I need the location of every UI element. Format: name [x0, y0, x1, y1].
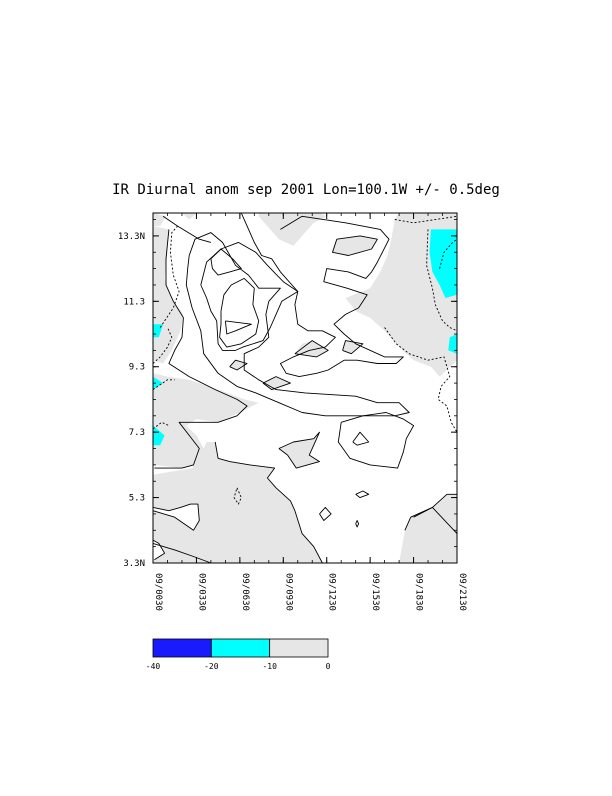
contour-line-24 — [413, 506, 458, 534]
dashed-contour-31 — [426, 229, 458, 332]
contour-line-2 — [185, 232, 410, 417]
contour-line-19 — [152, 503, 200, 531]
shaded-region-18 — [153, 425, 165, 446]
contour-line-16 — [355, 490, 370, 499]
colorbar-label: -10 — [262, 662, 277, 671]
axes: 3.3N 5.3 7.3 9.3 11.3 13.3N 09/0030 09/0330 09/0… — [118, 213, 467, 611]
contour-line-1 — [154, 229, 248, 469]
dashed-contour-32 — [384, 327, 458, 433]
shaded-region-15 — [448, 334, 457, 354]
colorbar-swatch-1 — [210, 638, 271, 658]
y-tick-label: 9.3 — [129, 363, 145, 373]
x-tick-label: 09/0030 — [153, 573, 163, 611]
dashed-contour-28 — [152, 421, 170, 430]
dashed-contour-33 — [439, 238, 458, 269]
x-tick-label: 09/0930 — [283, 573, 293, 611]
x-tick-label: 09/0630 — [240, 573, 250, 611]
contour-line-6 — [224, 320, 252, 335]
x-tick-label: 09/2130 — [457, 573, 467, 611]
dashed-contour-29 — [233, 487, 242, 505]
contour-line-12 — [229, 359, 248, 371]
contour-lines — [152, 212, 458, 564]
chart-title: IR Diurnal anom sep 2001 Lon=100.1W +/- … — [112, 182, 500, 198]
colorbar: -40 -20 -10 0 — [146, 638, 331, 671]
colorbar-swatch-2 — [269, 638, 329, 658]
shaded-region-8 — [278, 432, 320, 469]
shaded-region-0 — [153, 213, 166, 227]
x-tick-label: 09/1530 — [370, 573, 380, 611]
x-tick-label: 09/0330 — [196, 573, 206, 611]
contour-line-4 — [219, 277, 260, 348]
contour-line-20 — [152, 539, 166, 561]
shaded-region-7 — [399, 494, 457, 563]
shaded-region-2 — [258, 213, 327, 246]
contour-line-7 — [240, 212, 404, 378]
colorbar-label: -40 — [146, 662, 161, 671]
contour-line-9 — [294, 340, 329, 358]
colorbar-swatch-0 — [152, 638, 212, 658]
contour-line-10 — [342, 340, 364, 355]
contour-line-14 — [337, 412, 415, 469]
y-tick-label: 13.3N — [118, 232, 145, 242]
contour-line-0 — [162, 215, 212, 243]
y-tick-label: 7.3 — [129, 428, 145, 438]
plot-frame — [152, 212, 458, 564]
shaded-region-3 — [345, 213, 457, 377]
contour-line-17 — [319, 506, 332, 521]
contour-line-13 — [278, 431, 320, 469]
colorbar-label: 0 — [326, 662, 331, 671]
dashed-contour-26 — [152, 327, 173, 364]
contour-line-5 — [210, 248, 242, 276]
dashed-contour-27 — [152, 379, 175, 390]
contour-line-15 — [352, 431, 370, 446]
contour-line-3 — [200, 241, 299, 351]
contour-line-8 — [332, 235, 378, 256]
contour-line-11 — [262, 376, 291, 391]
y-tick-label: 3.3N — [123, 559, 145, 569]
shaded-region-14 — [429, 229, 457, 298]
y-tick-label: 5.3 — [129, 494, 145, 504]
x-tick-label: 09/1830 — [414, 573, 424, 611]
shaded-region-10 — [342, 340, 363, 354]
shaded-region-1 — [182, 213, 197, 220]
colorbar-label: -20 — [204, 662, 219, 671]
shaded-region-17 — [153, 376, 164, 390]
dashed-contour-25 — [159, 225, 180, 328]
shaded-region-6 — [153, 442, 323, 563]
contour-line-21 — [152, 542, 212, 564]
y-tick-label: 11.3 — [123, 297, 145, 307]
shaded-region-13 — [332, 235, 378, 256]
contour-line-22 — [214, 441, 323, 564]
contour-line-18 — [355, 520, 360, 528]
dashed-contour-30 — [394, 215, 458, 224]
x-tick-label: 09/1230 — [327, 573, 337, 611]
